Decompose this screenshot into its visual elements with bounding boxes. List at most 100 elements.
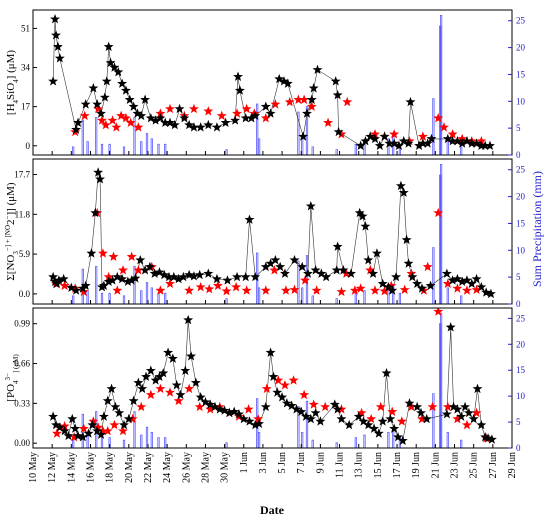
red-star-point [399,284,410,295]
black-star-point [99,92,110,102]
red-star-point [165,103,175,114]
black-star-point [441,268,452,278]
red-star-point [433,308,444,316]
plot-area [33,164,512,304]
red-star-point [311,285,322,295]
black-star-point [96,108,106,118]
black-star-point [407,271,418,282]
y-tick-label: 0.00 [14,438,30,448]
black-star-point [354,207,365,218]
red-star-point [417,413,427,424]
black-star-point [114,407,125,418]
black-star-point [316,268,327,278]
black-star-point [105,57,116,68]
black-star-point [377,416,388,426]
x-tick-label: 24 May [162,452,173,483]
black-star-point [389,423,400,433]
black-star-point [123,413,134,424]
black-star-point [452,273,463,284]
x-tick-label: 27 Jun [488,452,499,478]
black-star-point [164,271,174,282]
y-tick-label: 51 [21,23,30,33]
black-star-point [168,271,179,282]
black-star-point [189,271,199,281]
black-star-point [71,124,82,134]
black-star-point [98,411,109,421]
red-star-point [93,103,104,114]
black-star-point [336,413,347,424]
black-star-point [417,283,427,293]
black-star-point [447,135,458,146]
x-tick-label: 11 Jun [335,452,346,478]
black-star-point [173,273,184,284]
red-star-point [404,135,415,146]
black-star-point [312,64,323,75]
black-star-point [412,401,423,412]
y-axis-label-part: 4 [12,99,20,103]
black-star-point [54,53,65,63]
red-star-point [389,129,400,139]
y-axis-label-part: 2 [5,219,17,225]
black-star-point [175,389,186,400]
red-star-point [379,285,390,296]
black-star-point [310,265,321,275]
red-star-point [125,117,136,127]
black-star-point [363,419,374,430]
y-tick-label: 0.33 [14,398,30,408]
black-star-point [232,271,242,282]
black-star-point [315,416,326,426]
red-star-point [293,94,304,104]
black-star-point [398,187,409,197]
black-star-point [186,351,197,361]
black-star-point [92,425,103,436]
red-star-point [433,207,444,218]
black-star-point [416,407,426,418]
black-star-point [190,377,201,388]
black-star-point [234,85,245,95]
black-star-point [357,211,368,221]
red-star-point [471,407,482,418]
black-star-point [270,254,281,265]
black-star-point [401,234,412,245]
black-star-point [298,131,309,141]
black-star-point [331,265,342,275]
black-star-point [391,271,402,282]
red-star-point [427,401,438,412]
red-star-point [299,94,310,104]
black-star-point [289,254,300,265]
black-star-point [96,429,106,439]
black-star-point [238,413,249,424]
black-star-point [442,133,453,144]
black-star-point [144,261,155,272]
black-star-point [275,261,286,272]
y-tick-label: 11.8 [15,209,31,219]
black-star-point [265,108,276,118]
black-star-point [167,353,178,363]
right-y-tick-label: 0 [516,150,521,160]
red-star-point [342,96,353,107]
black-star-point [389,138,400,148]
right-y-tick-label: 20 [516,43,526,53]
x-tick-label: 10 May [28,452,39,483]
black-star-point [183,314,194,325]
black-star-point [71,285,82,295]
red-star-point [260,285,271,295]
red-star-point [59,421,70,431]
red-star-point [93,422,104,432]
panel-frame [32,9,513,156]
black-star-point [422,138,433,148]
red-star-point [336,286,347,297]
red-star-point [336,404,347,414]
black-star-point [171,380,182,390]
black-series-line [52,320,492,442]
red-star-point [447,129,458,139]
black-star-point [403,138,414,148]
black-star-point [476,419,487,430]
black-star-point [203,119,214,130]
black-star-point [169,119,180,130]
red-star-point [112,285,123,295]
red-star-point [232,108,242,118]
black-star-point [363,254,374,265]
black-star-point [107,275,118,285]
red-star-point [111,122,122,132]
